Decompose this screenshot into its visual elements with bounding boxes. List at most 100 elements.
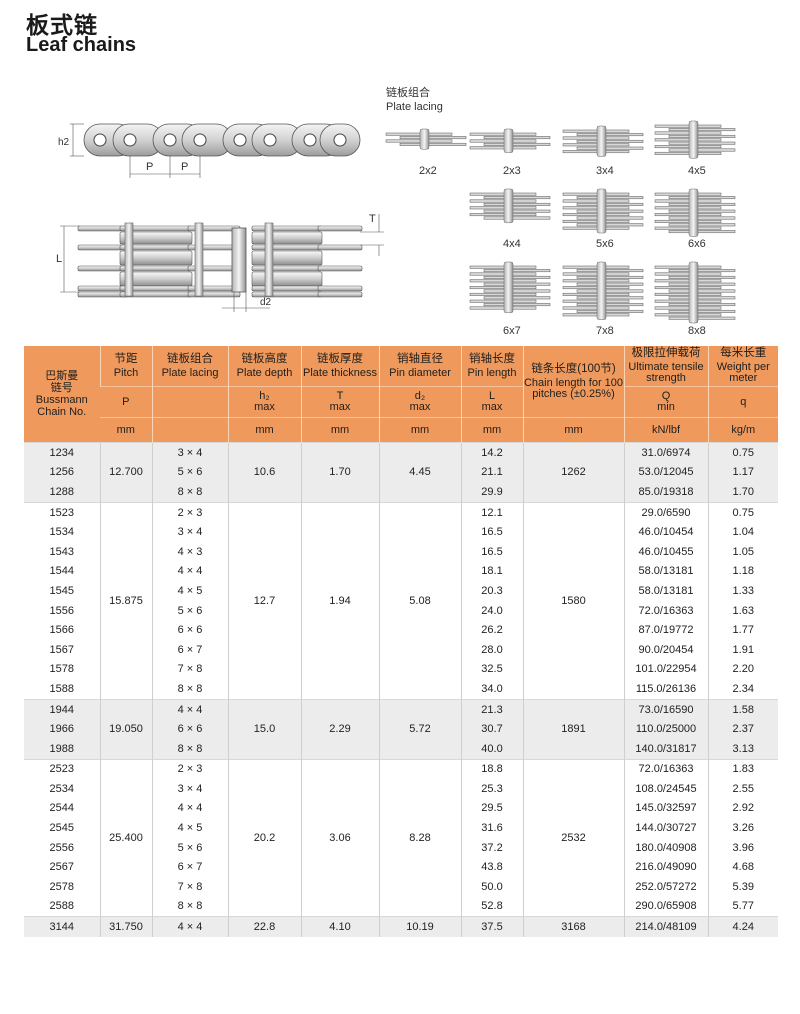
cell-lacing: 3 × 4 bbox=[151, 522, 228, 542]
cell-lacing: 3 × 4 bbox=[151, 779, 228, 799]
cell-lacing: 6 × 7 bbox=[151, 857, 228, 878]
cell-tensile-strength: 101.0/22954 bbox=[623, 659, 708, 680]
cell-chain-length: 3168 bbox=[522, 916, 624, 937]
cell-weight: 2.55 bbox=[707, 779, 778, 799]
cell-lacing: 8 × 8 bbox=[151, 738, 228, 759]
table-body: 1234 12.700 3 × 4 10.6 1.70 4.45 14.2 1262 31.0/… bbox=[24, 441, 778, 937]
table-row: 1944 19.050 4 × 4 15.0 2.29 5.72 21.3 1891 73.0/… bbox=[24, 698, 778, 759]
table-row: 1534 3 × 4 16.5 46.0/10454 1.04 bbox=[24, 522, 778, 542]
header-col-cn: 链板厚度 bbox=[317, 352, 363, 365]
cell-weight: 0.75 bbox=[707, 501, 778, 523]
header-unit-4: mm bbox=[378, 417, 461, 443]
lacing-heading: 链板组合 Plate lacing bbox=[386, 86, 443, 114]
lacing-label-8x8: 8x8 bbox=[688, 325, 706, 337]
cell-weight: 1.77 bbox=[707, 620, 778, 640]
lacing-label-7x8: 7x8 bbox=[596, 325, 614, 337]
header-chain-no-cn1: 巴斯曼 bbox=[45, 370, 79, 382]
cell-pin-length: 25.3 bbox=[460, 779, 523, 799]
cell-tensile-strength: 53.0/12045 bbox=[623, 462, 708, 483]
header-symbol-8: q bbox=[707, 386, 778, 418]
cell-tensile-strength: 46.0/10454 bbox=[623, 522, 708, 542]
header-col-cn: 销轴直径 bbox=[397, 352, 443, 365]
lacing-heading-en: Plate lacing bbox=[386, 101, 443, 113]
cell-chain-no: 1543 bbox=[24, 541, 100, 562]
table-row: 1545 4 × 5 20.3 58.0/13181 1.33 bbox=[24, 581, 778, 601]
header-col-0: 节距 Pitch bbox=[99, 346, 152, 387]
cell-tensile-strength: 214.0/48109 bbox=[623, 916, 708, 937]
cell-lacing: 6 × 7 bbox=[151, 639, 228, 660]
page-title-cn: 板式链 bbox=[26, 12, 98, 38]
cell-chain-no: 1566 bbox=[24, 620, 100, 640]
cell-pin-length: 37.2 bbox=[460, 837, 523, 858]
header-col-7: 极限拉伸载荷 Ultimate tensile strength bbox=[623, 346, 708, 387]
top-view-chain: L T d2 bbox=[56, 213, 384, 312]
header-chain-no: 巴斯曼 链号 Bussmann Chain No. bbox=[24, 346, 100, 443]
cell-lacing: 6 × 6 bbox=[151, 719, 228, 739]
cell-pin-diameter: 5.72 bbox=[378, 698, 461, 759]
cell-pin-length: 21.3 bbox=[460, 698, 523, 720]
cell-weight: 0.75 bbox=[707, 441, 778, 463]
table-row: 2523 25.400 2 × 3 20.2 3.06 8.28 18.8 2532 72.0/… bbox=[24, 758, 778, 917]
cell-weight: 2.20 bbox=[707, 659, 778, 680]
table-row: 1567 6 × 7 28.0 90.0/20454 1.91 bbox=[24, 639, 778, 660]
header-col-en: Pin length bbox=[467, 366, 517, 379]
cell-pitch: 25.400 bbox=[99, 758, 152, 917]
cell-plate-thickness: 3.06 bbox=[300, 758, 379, 917]
lacing-label-6x6: 6x6 bbox=[688, 238, 706, 250]
cell-pin-length: 29.5 bbox=[460, 798, 523, 819]
header-unit-0: mm bbox=[100, 417, 152, 443]
cell-chain-no: 1234 bbox=[24, 441, 100, 463]
cell-lacing: 8 × 8 bbox=[151, 679, 228, 700]
header-col-cn: 销轴长度 bbox=[469, 352, 515, 365]
header-col-en: Pin diameter bbox=[389, 366, 451, 379]
cell-pin-length: 16.5 bbox=[460, 541, 523, 562]
cell-chain-length: 1580 bbox=[522, 501, 624, 700]
cell-tensile-strength: 58.0/13181 bbox=[623, 561, 708, 582]
header-col-en: Plate depth bbox=[236, 366, 293, 379]
cell-pin-length: 31.6 bbox=[460, 818, 523, 838]
lacing-thumbnail-5x6: 5x6 bbox=[562, 188, 644, 250]
cell-tensile-strength: 252.0/57272 bbox=[623, 877, 708, 897]
cell-lacing: 2 × 3 bbox=[151, 758, 228, 780]
cell-weight: 4.68 bbox=[707, 857, 778, 878]
d2-label: d2 bbox=[260, 297, 272, 308]
cell-pin-length: 20.3 bbox=[460, 581, 523, 601]
cell-tensile-strength: 140.0/31817 bbox=[623, 738, 708, 759]
cell-chain-no: 1588 bbox=[24, 679, 100, 700]
cell-plate-thickness: 2.29 bbox=[300, 698, 379, 759]
cell-chain-no: 2578 bbox=[24, 877, 100, 897]
lacing-thumbnail-3x4: 3x4 bbox=[562, 125, 644, 177]
cell-pin-length: 14.2 bbox=[460, 441, 523, 463]
pitch-label-1: P bbox=[146, 161, 153, 173]
cell-tensile-strength: 29.0/6590 bbox=[623, 501, 708, 523]
header-unit-7: kN/lbf bbox=[623, 417, 708, 443]
cell-weight: 2.34 bbox=[707, 679, 778, 700]
cell-pin-length: 52.8 bbox=[460, 896, 523, 917]
cell-weight: 1.04 bbox=[707, 522, 778, 542]
L-label: L bbox=[56, 253, 62, 265]
cell-pin-length: 50.0 bbox=[460, 877, 523, 897]
lacing-thumbnail-2x3: 2x3 bbox=[469, 128, 551, 177]
header-col-en: Ultimate tensile strength bbox=[628, 361, 704, 384]
cell-lacing: 7 × 8 bbox=[151, 877, 228, 897]
cell-chain-no: 1567 bbox=[24, 639, 100, 660]
cell-pin-length: 30.7 bbox=[460, 719, 523, 739]
cell-tensile-strength: 108.0/24545 bbox=[623, 779, 708, 799]
cell-weight: 2.92 bbox=[707, 798, 778, 819]
cell-chain-no: 2534 bbox=[24, 779, 100, 799]
table-row: 2588 8 × 8 52.8 290.0/65908 5.77 bbox=[24, 896, 778, 917]
table-row: 2578 7 × 8 50.0 252.0/57272 5.39 bbox=[24, 877, 778, 897]
cell-plate-depth: 10.6 bbox=[227, 442, 301, 503]
table-row: 2544 4 × 4 29.5 145.0/32597 2.92 bbox=[24, 798, 778, 819]
lacing-thumbnail-7x8: 7x8 bbox=[562, 261, 644, 337]
cell-chain-no: 2544 bbox=[24, 798, 100, 819]
cell-plate-depth: 20.2 bbox=[227, 758, 301, 917]
cell-plate-depth: 15.0 bbox=[227, 698, 301, 759]
cell-lacing: 4 × 4 bbox=[151, 561, 228, 582]
table-row: 1544 4 × 4 18.1 58.0/13181 1.18 bbox=[24, 561, 778, 582]
cell-pitch: 19.050 bbox=[99, 698, 152, 759]
header-col-cn: 链板高度 bbox=[241, 352, 288, 365]
header-col-6: 链条长度(100节) Chain length for 100 pitches (… bbox=[522, 346, 624, 418]
cell-weight: 2.37 bbox=[707, 719, 778, 739]
